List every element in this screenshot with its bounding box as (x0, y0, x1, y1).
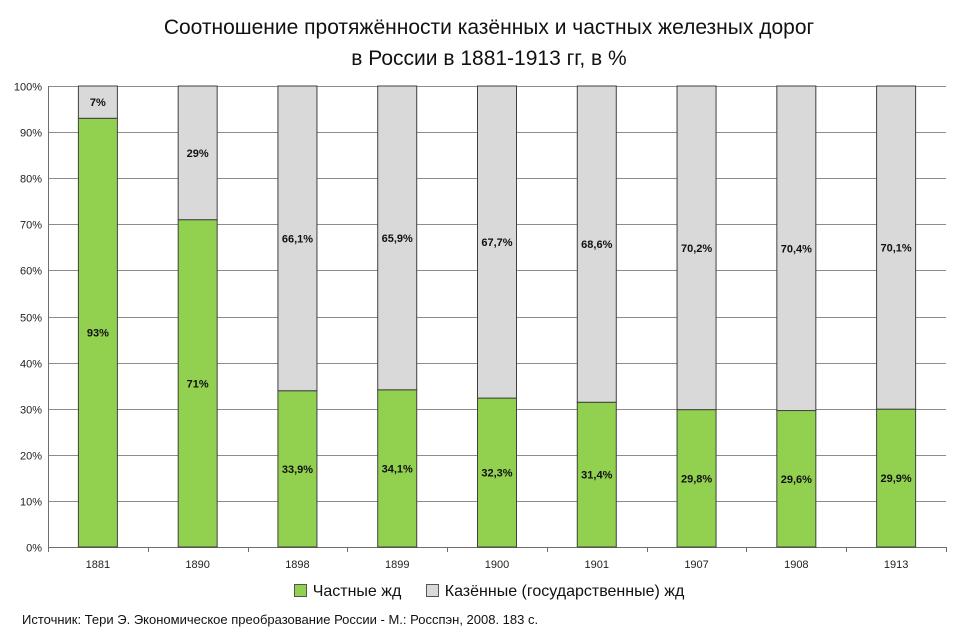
x-tick-label: 1901 (585, 559, 609, 571)
bar-segment-private (177, 219, 218, 548)
data-label-state: 65,9% (382, 233, 413, 245)
y-tick-label: 50% (20, 313, 42, 325)
data-label-private: 93% (87, 328, 109, 340)
bar-segment-private (576, 401, 617, 548)
y-tick-label: 80% (20, 174, 42, 186)
y-tick-label: 40% (20, 359, 42, 371)
bar-segment-state (177, 85, 218, 221)
bar-segment-state (277, 85, 318, 392)
bar-segment-private (876, 408, 917, 548)
y-tick-label: 20% (20, 451, 42, 463)
data-label-state: 7% (90, 97, 106, 109)
bar-segment-private (776, 410, 817, 548)
bar-segment-private (277, 390, 318, 548)
data-label-state: 70,2% (681, 243, 712, 255)
chart-title-line-1: Соотношение протяжённости казённых и час… (163, 16, 815, 39)
y-tick-label: 90% (20, 128, 42, 140)
legend-label-private: Частные жд (312, 583, 402, 600)
bar-segment-private (477, 397, 517, 548)
y-tick-label: 60% (20, 266, 42, 278)
data-label-state: 67,7% (481, 237, 512, 249)
x-tick-label: 1907 (684, 559, 708, 571)
data-label-private: 34,1% (382, 463, 413, 475)
x-tick-label: 1898 (285, 559, 309, 571)
x-tick-label: 1900 (485, 559, 509, 571)
bar-segment-private (377, 389, 418, 548)
data-label-private: 32,3% (481, 468, 512, 480)
y-tick-label: 0% (26, 543, 42, 555)
bar-segment-state (576, 85, 617, 403)
x-tick-label: 1908 (784, 559, 808, 571)
y-tick-label: 30% (20, 405, 42, 417)
data-label-state: 70,4% (781, 243, 812, 255)
chart-title-line-2: в России в 1881-1913 гг, в % (351, 47, 627, 70)
y-tick-label: 70% (20, 220, 42, 232)
legend-item-state: Казённые (государственные) жд (425, 583, 685, 601)
y-tick-label: 10% (20, 497, 42, 509)
legend-swatch-state (425, 584, 439, 598)
chart-legend: Частные жд Казённые (государственные) жд (0, 583, 978, 601)
legend-swatch-private (293, 584, 307, 598)
data-label-private: 29,8% (681, 473, 712, 485)
bar-segment-state (477, 85, 517, 399)
x-tick-label: 1890 (185, 559, 209, 571)
source-note: Источник: Тери Э. Экономическое преобраз… (22, 612, 539, 627)
chart-title: Соотношение протяжённости казённых и час… (0, 12, 978, 74)
data-label-private: 29,6% (781, 474, 812, 486)
data-label-private: 33,9% (282, 464, 313, 476)
bar-segment-state (876, 85, 917, 410)
data-label-state: 70,1% (881, 243, 912, 255)
data-label-private: 29,9% (881, 473, 912, 485)
x-tick-label: 1899 (385, 559, 409, 571)
legend-label-state: Казённые (государственные) жд (444, 583, 685, 600)
data-label-private: 71% (187, 378, 209, 390)
data-label-private: 31,4% (581, 470, 612, 482)
bar-segment-state (377, 85, 418, 391)
data-label-state: 29% (187, 148, 209, 160)
bar-segment-private (676, 409, 717, 548)
data-label-state: 68,6% (581, 239, 612, 251)
y-tick-label: 100% (14, 82, 42, 94)
bar-segment-state (776, 85, 817, 412)
bar-segment-state (77, 85, 118, 119)
bar-segment-state (676, 85, 717, 411)
legend-item-private: Частные жд (293, 583, 402, 601)
x-tick-label: 1881 (86, 559, 110, 571)
data-label-state: 66,1% (282, 233, 313, 245)
x-tick-label: 1913 (884, 559, 908, 571)
